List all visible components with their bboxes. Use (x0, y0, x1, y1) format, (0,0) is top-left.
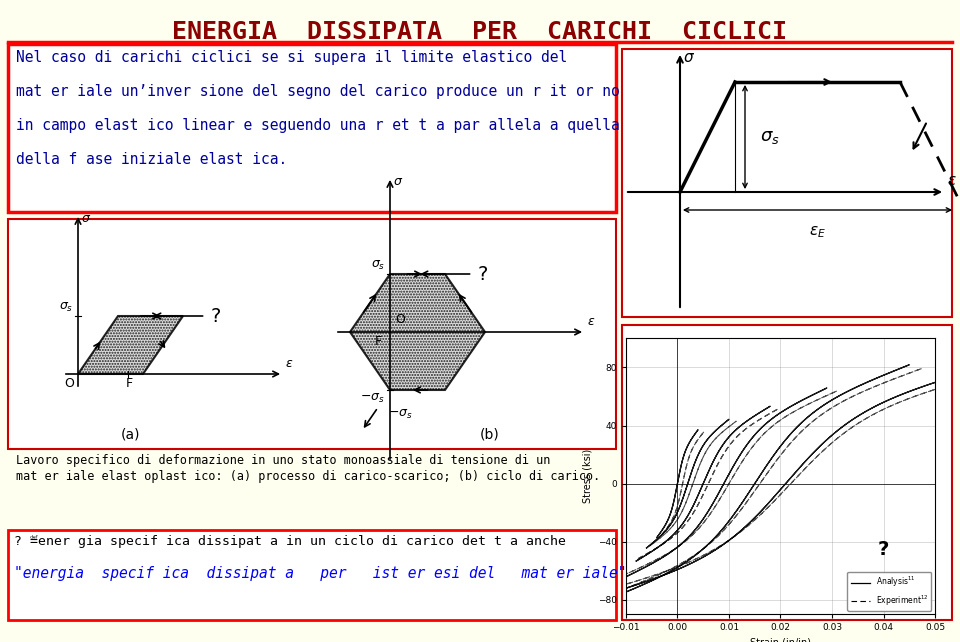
Text: $-\sigma_s$: $-\sigma_s$ (388, 408, 413, 421)
Text: Nel caso di carichi ciclici se si supera il limite elastico del: Nel caso di carichi ciclici se si supera… (16, 50, 567, 65)
Text: F: F (126, 377, 133, 390)
Text: $\sigma_s$: $\sigma_s$ (59, 301, 73, 314)
Polygon shape (350, 274, 485, 390)
Polygon shape (78, 316, 183, 374)
Text: (b): (b) (480, 428, 500, 442)
Text: ?: ? (210, 306, 221, 325)
FancyBboxPatch shape (8, 44, 616, 212)
Legend: Analysis$^{11}$, Experiment$^{12}$: Analysis$^{11}$, Experiment$^{12}$ (848, 572, 931, 611)
Text: "energia  specif ica  dissipat a   per   ist er esi del   mat er iale": "energia specif ica dissipat a per ist e… (14, 566, 627, 581)
X-axis label: Strain (in/in): Strain (in/in) (750, 638, 811, 642)
FancyBboxPatch shape (622, 49, 952, 317)
Text: $\sigma_s$: $\sigma_s$ (760, 128, 780, 146)
Text: $\sigma$: $\sigma$ (683, 50, 695, 65)
Text: O: O (64, 377, 74, 390)
Text: Lavoro specifico di deformazione in uno stato monoassiale di tensione di un: Lavoro specifico di deformazione in uno … (16, 454, 550, 467)
Text: $\sigma$: $\sigma$ (393, 175, 403, 188)
Text: (a): (a) (120, 428, 140, 442)
FancyBboxPatch shape (8, 530, 616, 620)
Y-axis label: Stress (ksi): Stress (ksi) (583, 449, 592, 503)
Text: ? ≝ener gia specif ica dissipat a in un ciclo di carico det t a anche: ? ≝ener gia specif ica dissipat a in un … (14, 535, 566, 548)
Text: $\varepsilon$: $\varepsilon$ (285, 357, 294, 370)
Text: mat er iale elast oplast ico: (a) processo di carico-scarico; (b) ciclo di caric: mat er iale elast oplast ico: (a) proces… (16, 470, 600, 483)
Text: $\sigma_s$: $\sigma_s$ (371, 259, 385, 272)
Text: $\varepsilon$: $\varepsilon$ (587, 315, 595, 328)
Text: $\sigma$: $\sigma$ (81, 212, 91, 225)
Text: ENERGIA  DISSIPATA  PER  CARICHI  CICLICI: ENERGIA DISSIPATA PER CARICHI CICLICI (173, 20, 787, 44)
FancyBboxPatch shape (8, 219, 616, 449)
Text: F: F (375, 335, 382, 348)
Text: $-\sigma_s$: $-\sigma_s$ (360, 392, 385, 405)
FancyBboxPatch shape (622, 325, 952, 620)
Text: della f ase iniziale elast ica.: della f ase iniziale elast ica. (16, 152, 287, 167)
Text: ?: ? (877, 539, 889, 559)
Text: $\varepsilon_E$: $\varepsilon_E$ (809, 224, 826, 239)
Text: $\varepsilon$: $\varepsilon$ (947, 173, 957, 188)
Text: mat er iale un’inver sione del segno del carico produce un r it or no: mat er iale un’inver sione del segno del… (16, 84, 620, 99)
Text: ?: ? (477, 265, 488, 284)
Text: in campo elast ico linear e seguendo una r et t a par allela a quella: in campo elast ico linear e seguendo una… (16, 118, 620, 133)
Text: O: O (395, 313, 405, 326)
